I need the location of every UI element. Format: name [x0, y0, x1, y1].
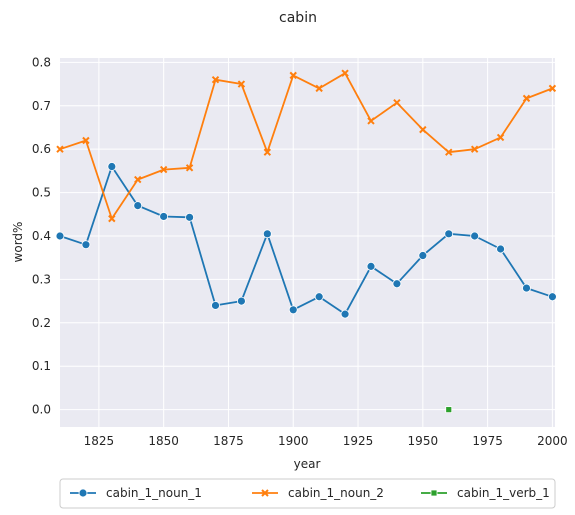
data-point [366, 261, 376, 271]
data-point [55, 231, 65, 241]
x-tick-label: 1850 [148, 434, 179, 448]
data-point [470, 145, 479, 153]
data-point [496, 244, 505, 254]
legend-swatch-marker [261, 489, 269, 497]
data-point [185, 212, 194, 222]
data-point [341, 69, 349, 77]
y-tick-label: 0.1 [32, 359, 51, 373]
data-point [108, 214, 116, 223]
data-point [211, 301, 220, 310]
legend-item: cabin_1_noun_1 [70, 486, 202, 500]
y-tick-label: 0.4 [32, 229, 51, 243]
y-tick-label: 0.3 [32, 272, 51, 286]
data-point [315, 84, 323, 93]
data-point [288, 305, 298, 315]
series-cabin_1_noun_1 [55, 162, 557, 319]
series-line [59, 72, 553, 220]
data-point [185, 164, 194, 172]
legend-swatch-marker [78, 488, 88, 498]
y-tick-label: 0.0 [32, 403, 51, 417]
data-point [367, 117, 375, 125]
y-tick-label: 0.8 [32, 55, 51, 69]
x-tick-label: 2000 [537, 434, 568, 448]
data-point [548, 292, 557, 302]
legend-item: cabin_1_verb_1 [421, 486, 550, 500]
data-point [418, 251, 428, 260]
data-point [263, 148, 272, 156]
legend-label: cabin_1_noun_1 [106, 486, 202, 500]
data-point [159, 165, 168, 174]
data-point [340, 309, 350, 319]
data-point [496, 133, 505, 142]
legend-box [59, 478, 556, 509]
data-point [445, 148, 453, 156]
x-tick-label: 1975 [472, 434, 503, 448]
series-cabin_1_verb_1 [445, 406, 453, 414]
data-point [237, 296, 246, 306]
data-point [314, 292, 324, 302]
x-axis-title: year [294, 457, 321, 471]
data-point [211, 75, 220, 84]
legend-swatch-marker [430, 489, 438, 497]
data-point [393, 99, 401, 107]
data-point [522, 94, 531, 103]
data-point [419, 125, 427, 134]
plot-area [60, 58, 555, 427]
y-tick-label: 0.5 [32, 186, 51, 200]
data-point [134, 175, 142, 184]
data-point [107, 162, 117, 171]
series-layer [55, 69, 557, 414]
x-tick-label: 1875 [213, 434, 244, 448]
y-tick-label: 0.6 [32, 142, 51, 156]
x-tick-label: 1900 [278, 434, 309, 448]
data-point [262, 229, 272, 239]
x-tick-label: 1825 [84, 434, 115, 448]
data-point [548, 84, 557, 93]
data-point [82, 136, 90, 145]
data-point [56, 145, 64, 153]
legend-label: cabin_1_verb_1 [457, 486, 550, 500]
x-tick-label: 1925 [343, 434, 374, 448]
y-tick-label: 0.7 [32, 99, 51, 113]
legend: cabin_1_noun_1 cabin_1_noun_2 cabin_1_verb… [59, 478, 556, 509]
data-point [522, 283, 531, 293]
series-cabin_1_noun_2 [56, 69, 557, 223]
data-point [470, 231, 480, 241]
legend-label: cabin_1_noun_2 [288, 486, 384, 500]
data-point [237, 80, 246, 88]
y-axis-title: word% [11, 222, 25, 263]
data-point [81, 240, 91, 250]
data-point [444, 229, 454, 239]
data-point [133, 201, 143, 211]
x-axis-ticks: 1825 1850 1875 1900 1925 1950 1975 2000 [84, 434, 568, 448]
data-point [392, 279, 402, 289]
chart-title: cabin [279, 10, 317, 26]
data-point [445, 406, 453, 414]
data-point [159, 212, 169, 221]
y-axis-ticks: 0.0 0.1 0.2 0.3 0.4 0.5 0.6 0.7 0.8 [32, 55, 51, 416]
legend-item: cabin_1_noun_2 [252, 486, 384, 500]
y-tick-label: 0.2 [32, 316, 51, 330]
x-tick-label: 1950 [408, 434, 439, 448]
data-point [289, 71, 297, 80]
